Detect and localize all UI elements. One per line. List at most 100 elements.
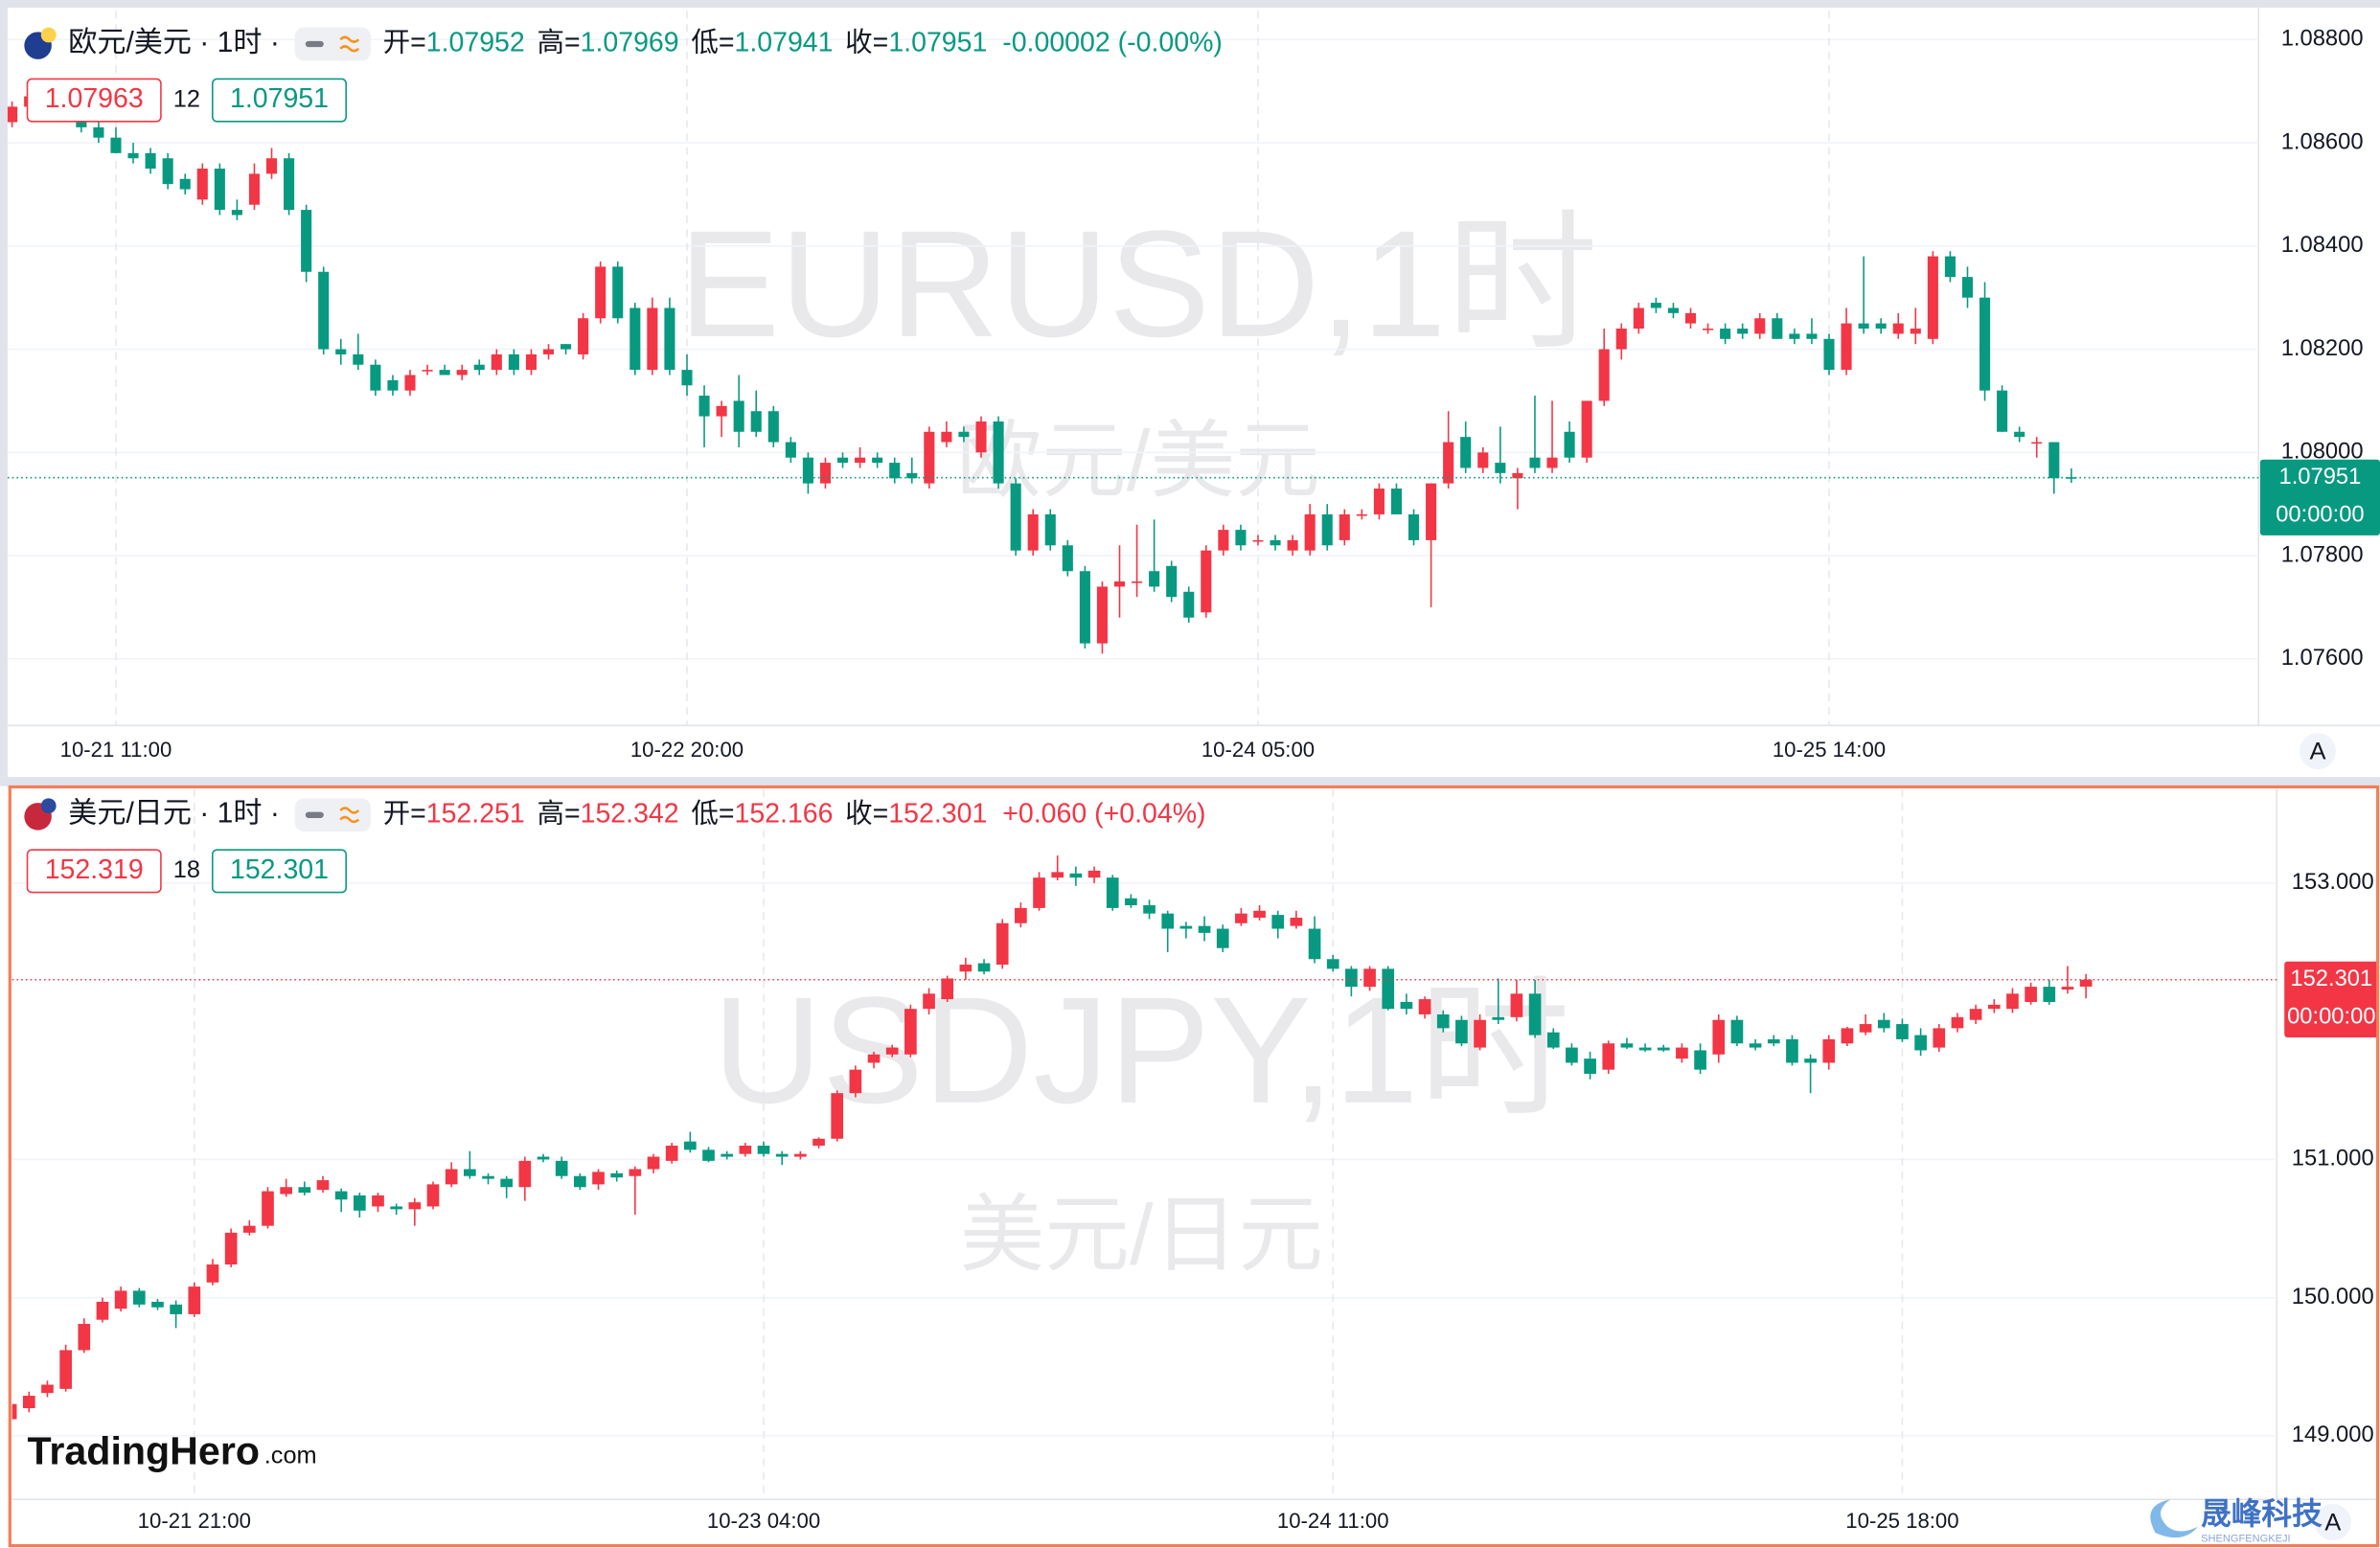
candle-body [1339, 513, 1350, 540]
candle-body [1033, 877, 1045, 908]
last-price-label: 152.301 [2290, 966, 2372, 991]
candle-body [1877, 1019, 1890, 1029]
candle-body [923, 993, 935, 1010]
candle-body [872, 457, 883, 464]
candle-body [664, 307, 675, 371]
pill-dash [305, 811, 324, 818]
y-tick-label: 1.08200 [2281, 335, 2364, 361]
candle-body [59, 1350, 72, 1389]
candle-body [684, 1141, 697, 1150]
candle-body [1581, 400, 1592, 458]
candle-body [196, 169, 208, 200]
y-tick-label: 1.08400 [2281, 232, 2364, 258]
pane-eurusd: EURUSD,1时欧元/美元1.076001.078001.080001.082… [7, 11, 2380, 770]
last-price-badge [2259, 459, 2380, 535]
candle-body [298, 1187, 311, 1194]
candle-body [151, 1301, 164, 1308]
indicator-pill[interactable] [294, 798, 371, 832]
candle-body [456, 370, 468, 376]
candle-body [41, 1384, 54, 1394]
candle-body [698, 396, 710, 417]
candle-body [334, 1191, 348, 1200]
candle-body [353, 353, 364, 365]
candle-body [1252, 539, 1264, 542]
auto-scale-button-bg [2314, 1503, 2351, 1541]
candle-body [1650, 303, 1661, 308]
pill-wave [339, 807, 360, 824]
candle-body [2025, 987, 2037, 1002]
pane-separator [0, 777, 2380, 786]
pill-wave [339, 35, 360, 53]
candle-body [977, 963, 991, 972]
sell-price: 1.07963 [45, 83, 144, 114]
top-border [0, 0, 2380, 8]
candle-body [284, 158, 295, 211]
candle-body [716, 405, 727, 417]
candle-body [1161, 913, 1175, 929]
candle-body [1010, 483, 1021, 551]
candle-body [1822, 1038, 1836, 1063]
candle-body [11, 1403, 17, 1420]
candle-body [610, 1172, 624, 1178]
candle-body [885, 1047, 899, 1055]
price-change: +0.060 (+0.04%) [1002, 798, 1205, 829]
candle-body [1373, 489, 1385, 514]
candle-body [1961, 277, 1974, 298]
candle-body [578, 318, 589, 354]
candle-body [404, 375, 416, 391]
candle-body [794, 1153, 807, 1157]
buy-box[interactable] [211, 849, 347, 894]
candle-body [1216, 928, 1229, 948]
y-tick-label: 1.07800 [2281, 541, 2364, 567]
candle-body [353, 1195, 366, 1211]
candle-body [1455, 1019, 1468, 1044]
symbol-watermark: USDJPY,1时 [713, 966, 1570, 1135]
candle-body [537, 1156, 550, 1160]
ohlc-value: 1.07951 [888, 28, 987, 58]
candle-body [1356, 513, 1367, 516]
price-change: -0.00002 (-0.00%) [1002, 28, 1223, 58]
candle-body [1183, 591, 1195, 618]
buy-price: 1.07951 [230, 83, 329, 114]
sell-box[interactable] [26, 78, 162, 123]
candle-body [1754, 318, 1766, 334]
ohlc-label: 高= [537, 798, 580, 829]
x-tick-label: 10-24 11:00 [1277, 1509, 1389, 1533]
buy-box[interactable] [211, 78, 347, 123]
candle-body [318, 271, 330, 350]
candle-body [2079, 979, 2093, 987]
candle-body [508, 353, 519, 371]
ohlc-value: 152.251 [426, 798, 525, 829]
logo-text: TradingHero [28, 1429, 261, 1473]
auto-scale-button[interactable]: A [2310, 739, 2326, 765]
brand-watermark: 晟峰科技 SHENGFENGKEJI [2150, 1496, 2323, 1544]
indicator-pill[interactable] [294, 27, 371, 61]
candle-body [390, 1206, 403, 1210]
candle-body [1859, 1024, 1872, 1033]
candle-body [1602, 1043, 1615, 1070]
candle-body [1528, 993, 1542, 1036]
ohlc-value: 152.301 [888, 798, 987, 829]
candle-body [1786, 1038, 1798, 1063]
candle-body [1841, 1028, 1854, 1044]
candle-body [739, 1145, 752, 1154]
candle-body [170, 1304, 182, 1314]
candle-body [1044, 513, 1056, 546]
candle-body [188, 1286, 201, 1314]
candle-body [214, 169, 225, 211]
candle-body [1720, 329, 1731, 339]
candle-body [1198, 925, 1211, 933]
candle-body [1390, 489, 1403, 514]
last-price-label: 1.07951 [2278, 464, 2361, 489]
candle-body [1657, 1047, 1670, 1051]
candle-body [525, 353, 537, 371]
candle-body [224, 1232, 238, 1265]
symbol-title: 美元/日元 · 1时 · [68, 798, 280, 830]
sell-box[interactable] [26, 849, 162, 894]
y-tick-label: 150.000 [2292, 1284, 2374, 1309]
auto-scale-button[interactable]: A [2324, 1509, 2341, 1536]
candle-body [1875, 323, 1887, 330]
candle-body [280, 1187, 292, 1195]
